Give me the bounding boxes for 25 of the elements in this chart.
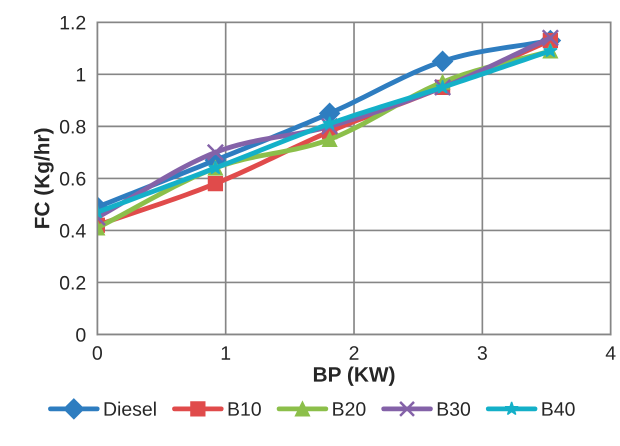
legend-label: Diesel bbox=[104, 402, 156, 416]
x-tick-label: 2 bbox=[350, 346, 358, 360]
y-axis-title: FC (Kg/hr) bbox=[34, 128, 54, 228]
point bbox=[322, 132, 338, 148]
y-tick-label: 1.2 bbox=[60, 16, 86, 30]
x-tick-label: 1 bbox=[222, 346, 230, 360]
legend-label: B10 bbox=[228, 402, 261, 416]
y-tick-label: 0.6 bbox=[60, 172, 86, 186]
y-tick-label: 0.8 bbox=[60, 120, 86, 134]
y-tick-label: 0 bbox=[76, 328, 86, 342]
x-tick-label: 3 bbox=[478, 346, 487, 360]
x-axis-title: BP (KW) bbox=[314, 366, 394, 386]
legend-label: B40 bbox=[542, 402, 575, 416]
x-tick-label: 4 bbox=[606, 346, 616, 360]
point bbox=[208, 176, 224, 192]
x-tick-label: 0 bbox=[92, 346, 102, 360]
y-tick-label: 0.4 bbox=[60, 224, 86, 238]
point bbox=[432, 50, 454, 72]
legend-label: B20 bbox=[333, 402, 366, 416]
y-tick-label: 0.2 bbox=[60, 276, 86, 290]
y-tick-label: 1 bbox=[76, 68, 86, 82]
legend-label: B30 bbox=[438, 402, 470, 416]
point bbox=[320, 117, 339, 136]
point bbox=[206, 143, 224, 162]
point bbox=[541, 29, 560, 47]
